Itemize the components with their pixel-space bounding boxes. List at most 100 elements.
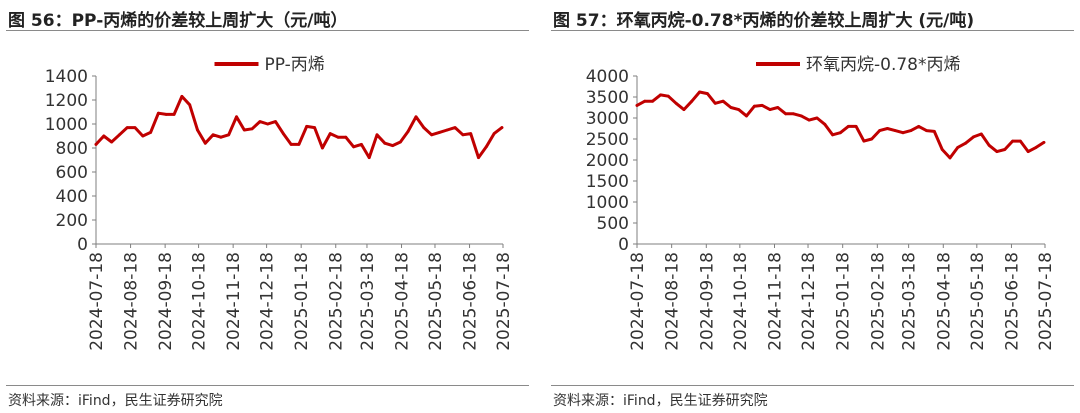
data-point — [211, 133, 215, 137]
data-point — [1011, 139, 1014, 143]
y-tick-label: 800 — [56, 139, 88, 159]
x-tick-label: 2025-03-18 — [900, 252, 920, 351]
data-point — [321, 146, 324, 150]
data-point — [242, 128, 246, 132]
x-tick-label: 2025-03-18 — [358, 252, 378, 351]
data-point — [753, 104, 756, 108]
data-point — [760, 104, 764, 107]
data-point — [172, 113, 176, 116]
data-point — [706, 92, 709, 95]
y-tick-label: 0 — [77, 235, 88, 255]
x-tick-label: 2025-02-18 — [327, 252, 347, 351]
figure-title: 图 56：PP-丙烯的价差较上周扩大（元/吨） — [8, 11, 348, 31]
data-point — [344, 135, 348, 139]
data-point — [729, 106, 733, 109]
data-point — [141, 134, 145, 138]
x-tick-label: 2024-08-18 — [663, 252, 683, 351]
data-point — [768, 108, 772, 111]
data-point — [196, 128, 199, 132]
y-tick-label: 0 — [618, 235, 629, 255]
data-point — [886, 127, 889, 130]
data-point — [360, 143, 363, 146]
y-tick-label: 400 — [56, 187, 88, 207]
data-point — [956, 146, 960, 149]
x-tick-label: 2025-02-18 — [868, 252, 888, 351]
figure-panel: 图 56：PP-丙烯的价差较上周扩大（元/吨） 0 200 400 600 800 100… — [6, 0, 529, 413]
legend-label: PP-丙烯 — [265, 55, 325, 75]
data-point — [133, 126, 137, 129]
data-point — [854, 125, 858, 128]
x-tick-label: 2025-04-18 — [934, 252, 954, 351]
x-tick-label: 2025-04-18 — [393, 252, 413, 351]
x-tick-label: 2024-12-18 — [258, 252, 278, 351]
data-point — [391, 144, 394, 147]
data-point — [281, 132, 285, 135]
data-point — [1042, 141, 1046, 144]
data-point — [987, 143, 991, 147]
series-line — [635, 90, 1046, 160]
data-point — [1019, 139, 1022, 143]
data-point — [149, 131, 153, 134]
data-point — [102, 134, 106, 138]
data-point — [313, 126, 316, 129]
x-tick-label: 2024-10-18 — [190, 252, 210, 351]
data-point — [925, 129, 928, 132]
data-point — [940, 148, 944, 151]
x-tick-label: 2025-06-18 — [461, 252, 481, 351]
data-point — [799, 114, 803, 118]
data-point — [1034, 146, 1038, 149]
y-tick-label: 1000 — [45, 115, 88, 135]
data-point — [674, 101, 678, 105]
data-point — [893, 129, 897, 132]
data-point — [643, 99, 647, 103]
data-point — [807, 118, 811, 122]
data-point — [792, 112, 795, 116]
data-point — [721, 99, 725, 103]
y-tick-label: 600 — [56, 163, 88, 183]
y-tick-label: 3500 — [586, 88, 629, 108]
data-point — [406, 129, 410, 133]
figure-panel: 图 57：环氧丙烷-0.78*丙烯的价差较上周扩大 (元/吨) 0 500 1000… — [551, 0, 1074, 413]
data-point — [125, 126, 129, 129]
data-point — [453, 126, 457, 129]
data-point — [235, 115, 238, 119]
data-point — [375, 133, 379, 137]
data-point — [383, 141, 387, 145]
x-tick-label: 2025-01-18 — [834, 252, 854, 351]
x-tick-label: 2025-05-18 — [968, 252, 988, 351]
data-point — [297, 143, 301, 146]
data-point — [422, 126, 426, 129]
data-point — [399, 140, 402, 144]
y-tick-label: 3000 — [586, 109, 629, 129]
source-note: 资料来源：iFind，民生证券研究院 — [8, 393, 223, 409]
data-point — [737, 108, 741, 111]
data-point — [909, 129, 913, 132]
data-point — [110, 140, 113, 144]
x-tick-label: 2025-07-18 — [494, 252, 514, 351]
y-tick-label: 200 — [56, 211, 88, 231]
source-note: 资料来源：iFind，民生证券研究院 — [553, 393, 768, 409]
data-point — [846, 125, 850, 128]
title-rule — [551, 30, 1074, 31]
y-tick-label: 4000 — [586, 67, 629, 87]
x-tick-label: 2024-11-18 — [765, 252, 785, 351]
data-point — [745, 114, 748, 118]
data-point — [1003, 148, 1007, 151]
data-point — [164, 113, 168, 116]
data-point — [227, 133, 231, 137]
data-point — [157, 111, 160, 115]
data-point — [430, 133, 433, 137]
data-point — [188, 103, 192, 107]
x-tick-label: 2025-05-18 — [426, 252, 446, 351]
data-point — [948, 156, 952, 160]
data-point — [682, 108, 686, 111]
data-point — [469, 132, 473, 135]
figure-title: 图 57：环氧丙烷-0.78*丙烯的价差较上周扩大 (元/吨) — [553, 11, 975, 31]
data-point — [367, 156, 371, 159]
x-tick-label: 2025-06-18 — [1002, 252, 1022, 351]
x-tick-label: 2024-10-18 — [731, 252, 751, 351]
data-point — [180, 95, 184, 98]
data-point — [203, 141, 207, 145]
data-point — [414, 115, 418, 119]
data-point — [305, 125, 309, 128]
